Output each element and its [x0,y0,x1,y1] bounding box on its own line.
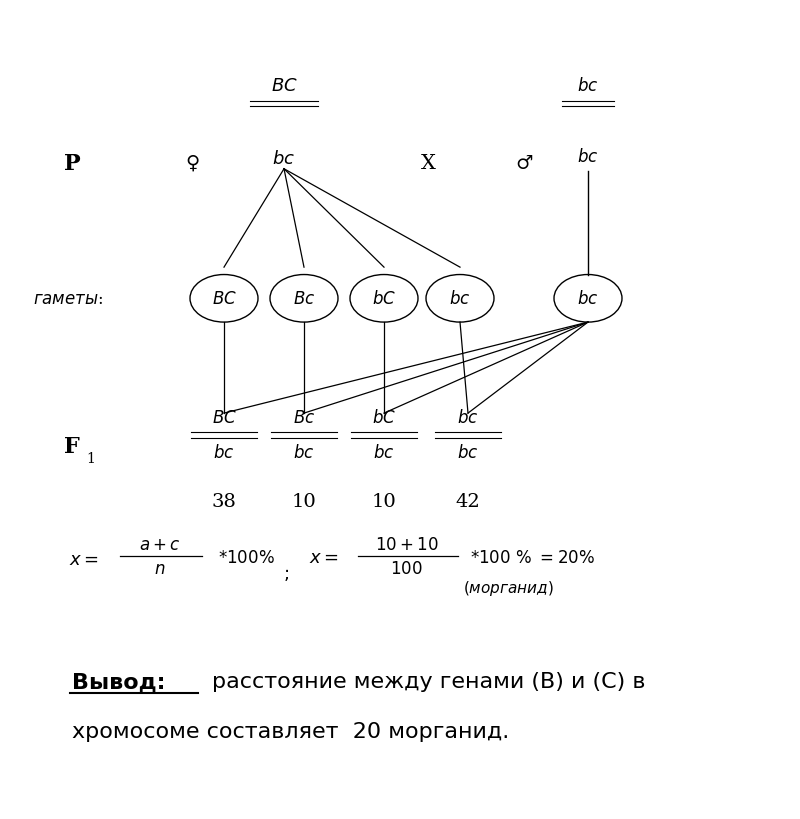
Text: X: X [421,154,435,174]
Text: 10: 10 [292,492,316,510]
Text: $* 100\ \% \ = 20\%$: $* 100\ \% \ = 20\%$ [470,550,594,566]
Text: $\it{b}$$\it{c}$: $\it{b}$$\it{c}$ [294,444,314,462]
Text: $\it{b}$$\it{c}$: $\it{b}$$\it{c}$ [458,409,478,427]
Text: $\it{b}$$\it{c}$: $\it{b}$$\it{c}$ [578,290,598,308]
Text: $\it{г}$$\it{а}$$\it{м}$$\it{е}$$\it{т}$$\it{ы}$:: $\it{г}$$\it{а}$$\it{м}$$\it{е}$$\it{т}$… [33,291,103,307]
Text: $\it{b}$$\it{c}$: $\it{b}$$\it{c}$ [450,290,470,308]
Text: $\it{b}$$\it{c}$: $\it{b}$$\it{c}$ [273,150,295,168]
Text: ♂: ♂ [515,155,533,173]
Text: $\it{b}$$\it{c}$: $\it{b}$$\it{c}$ [578,148,598,166]
Text: $(\mathit{морганид})$: $(\mathit{морганид})$ [462,578,554,598]
Text: $\it{b}$$\it{c}$: $\it{b}$$\it{c}$ [214,444,234,462]
Text: 38: 38 [211,492,237,510]
Text: $\it{B}$$\it{C}$: $\it{B}$$\it{C}$ [211,291,237,307]
Text: $*100\%$: $*100\%$ [218,550,274,566]
Text: 42: 42 [456,492,480,510]
Text: $\it{B}$$\it{C}$: $\it{B}$$\it{C}$ [211,410,237,426]
Text: $a + c$: $a + c$ [139,536,181,553]
Text: 10: 10 [372,492,396,510]
Text: $\it{b}$$\it{c}$: $\it{b}$$\it{c}$ [458,444,478,462]
Text: $\it{b}$$\it{C}$: $\it{b}$$\it{C}$ [372,409,396,427]
Text: Вывод:: Вывод: [72,672,166,691]
Text: $\it{b}$$\it{c}$: $\it{b}$$\it{c}$ [578,77,598,95]
Text: $;$: $;$ [283,564,290,582]
Text: $n$: $n$ [154,561,166,577]
Text: F: F [64,436,80,457]
Text: P: P [64,153,80,174]
Text: $\it{B}$$\it{C}$: $\it{B}$$\it{C}$ [270,77,298,95]
Text: $x =$: $x =$ [309,549,339,567]
Text: расстояние между генами (B) и (C) в: расстояние между генами (B) и (C) в [212,672,646,691]
Text: хромосоме составляет  20 морганид.: хромосоме составляет 20 морганид. [72,722,510,741]
Text: $x =$: $x =$ [69,550,99,568]
Text: $\it{b}$$\it{C}$: $\it{b}$$\it{C}$ [372,290,396,308]
Text: 1: 1 [86,451,95,466]
Text: $\it{B}$$\it{c}$: $\it{B}$$\it{c}$ [293,410,315,426]
Text: ♀: ♀ [185,155,199,173]
Text: $10 + 10$: $10 + 10$ [374,536,438,553]
Text: $\it{b}$$\it{c}$: $\it{b}$$\it{c}$ [374,444,394,462]
Text: $\it{B}$$\it{c}$: $\it{B}$$\it{c}$ [293,291,315,307]
Text: $100$: $100$ [390,561,422,577]
